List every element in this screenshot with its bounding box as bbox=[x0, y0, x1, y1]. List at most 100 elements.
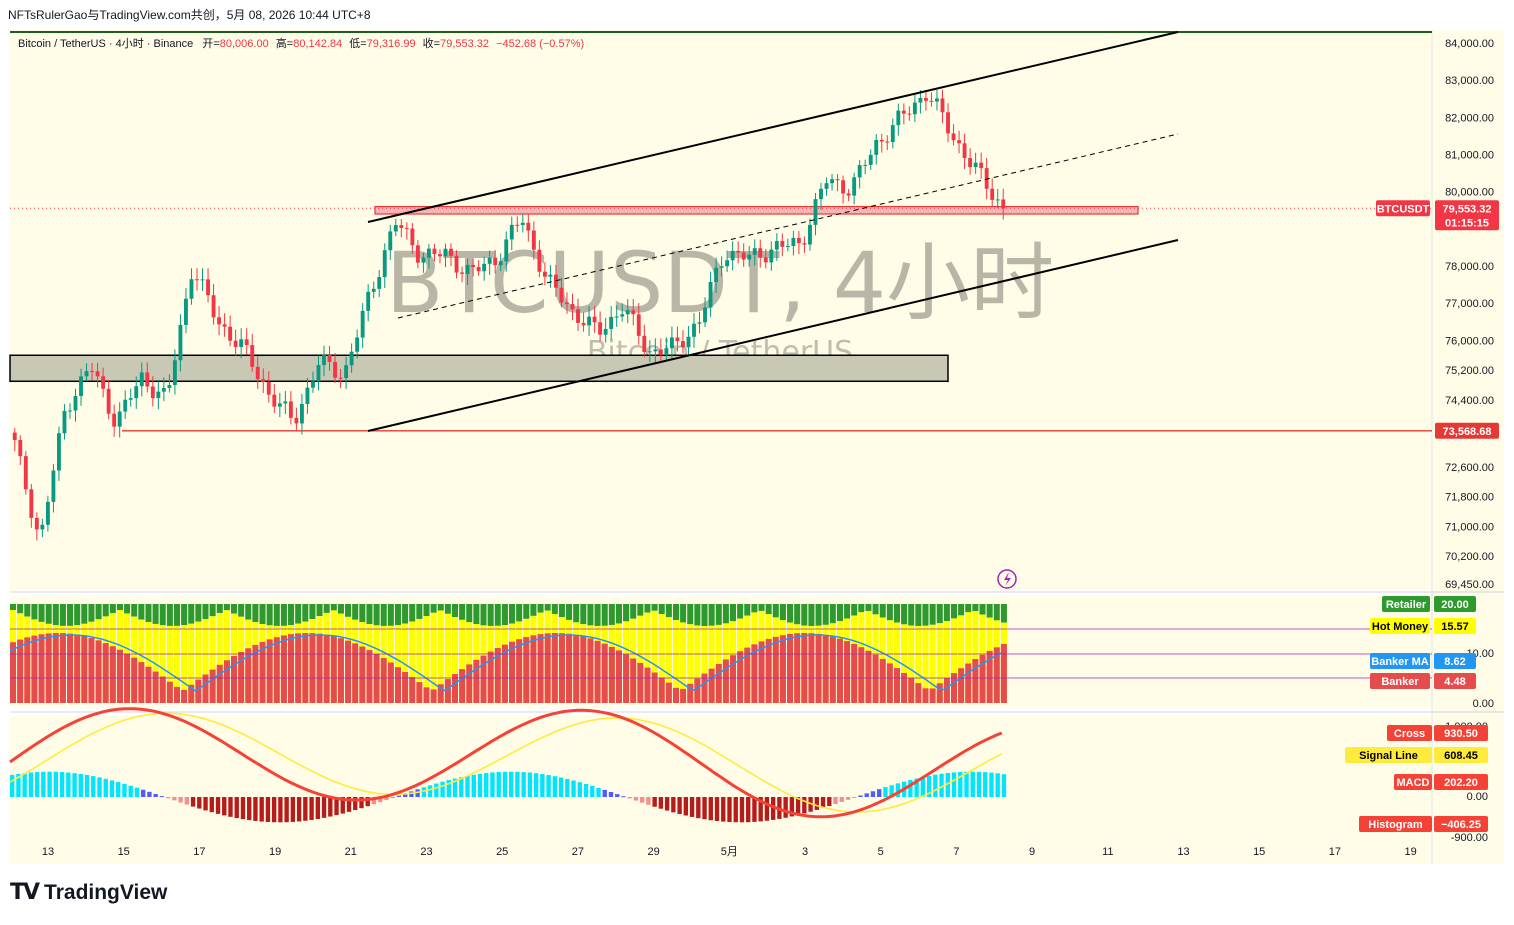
close-value: 79,553.32 bbox=[440, 38, 490, 50]
candle-body bbox=[217, 317, 222, 325]
symbol-legend[interactable]: Bitcoin / TetherUS · 4小时 · Binance 开=80,… bbox=[18, 35, 584, 51]
macd-legend-name-box bbox=[1359, 816, 1432, 832]
banker-bar bbox=[587, 638, 594, 703]
banker-bar bbox=[744, 647, 751, 703]
banker-bar bbox=[558, 633, 565, 703]
candle-body bbox=[139, 372, 144, 387]
macd-histogram-bar bbox=[178, 797, 183, 803]
candle-body bbox=[725, 260, 730, 267]
candle-body bbox=[714, 267, 719, 282]
high-value: 80,142.84 bbox=[293, 38, 343, 50]
retailer-bar bbox=[765, 604, 772, 615]
macd-histogram-bar bbox=[926, 775, 932, 797]
macd-histogram-bar bbox=[409, 791, 414, 797]
candle-body bbox=[294, 417, 299, 424]
macd-legend-name-box bbox=[1345, 747, 1432, 763]
macd-histogram-bar bbox=[465, 775, 470, 797]
x-tick-label: 15 bbox=[118, 846, 130, 858]
candle-body bbox=[609, 316, 614, 329]
macd-histogram-bar bbox=[490, 772, 495, 797]
banker-bar bbox=[993, 647, 1000, 703]
retailer-bar bbox=[637, 604, 644, 616]
candle-body bbox=[923, 97, 928, 101]
retailer-bar bbox=[466, 604, 473, 623]
banker-bar bbox=[494, 647, 501, 703]
retailer-bar bbox=[416, 604, 423, 619]
macd-histogram-bar bbox=[602, 789, 607, 797]
candle-body bbox=[962, 143, 967, 159]
macd-histogram-bar bbox=[714, 797, 720, 821]
time-axis[interactable]: 13 15 17 19 21 23 25 27 29 5月 3 5 7 9 11 13 15 17 19 bbox=[42, 846, 1417, 858]
y-tick-label: 71,800.00 bbox=[1445, 492, 1494, 504]
candle-body bbox=[603, 328, 608, 335]
macd-histogram-bar bbox=[172, 797, 177, 801]
macd-histogram-bar bbox=[153, 793, 158, 797]
banker-bar bbox=[822, 635, 829, 703]
macd-histogram-bar bbox=[440, 781, 445, 797]
banker-bar bbox=[566, 633, 573, 703]
retailer-bar bbox=[124, 604, 131, 614]
retailer-bar bbox=[345, 604, 352, 617]
retailer-bar bbox=[922, 604, 929, 626]
retailer-bar bbox=[630, 604, 637, 619]
hot-money-bar bbox=[893, 622, 901, 703]
banker-bar bbox=[630, 658, 637, 703]
macd-histogram-bar bbox=[964, 771, 969, 797]
tradingview-footer[interactable]: TV TradingView bbox=[10, 880, 167, 905]
hot-money-bar bbox=[173, 625, 181, 703]
macd-histogram-bar bbox=[758, 797, 763, 822]
banker-bar bbox=[936, 683, 943, 703]
candle-body bbox=[322, 355, 326, 366]
macd-histogram-bar bbox=[278, 797, 283, 823]
macd-histogram-bar bbox=[646, 797, 651, 805]
banker-bar bbox=[594, 640, 601, 703]
banker-legend-name: Retailer bbox=[1386, 599, 1427, 611]
banker-bar bbox=[672, 687, 680, 703]
banker-bar bbox=[145, 666, 152, 703]
candle-body bbox=[968, 158, 973, 168]
macd-histogram-bar bbox=[128, 785, 133, 797]
hot-money-bar bbox=[430, 612, 437, 703]
retailer-bar bbox=[116, 604, 123, 611]
candle-body bbox=[449, 248, 453, 256]
banker-bar bbox=[879, 658, 886, 703]
candle-body bbox=[68, 410, 72, 412]
candle-body bbox=[101, 376, 106, 389]
support-price-label-box bbox=[1435, 422, 1499, 439]
banker-bar bbox=[608, 646, 615, 703]
retailer-bar bbox=[295, 604, 302, 624]
banker-bar bbox=[52, 633, 59, 703]
candle-body bbox=[184, 298, 188, 325]
alert-lightning-icon[interactable] bbox=[997, 569, 1017, 589]
candle-body bbox=[813, 199, 818, 225]
price-axis[interactable]: 84,000.00 83,000.00 82,000.00 81,000.00 80,0… bbox=[1445, 38, 1494, 591]
macd-histogram-bar bbox=[808, 797, 813, 812]
countdown-label-box bbox=[1435, 214, 1499, 231]
retailer-bar bbox=[758, 604, 765, 611]
macd-histogram-bar bbox=[933, 774, 938, 797]
banker-bar bbox=[901, 672, 908, 703]
candle-body bbox=[388, 231, 393, 251]
banker-bar bbox=[373, 653, 380, 703]
candle-body bbox=[145, 372, 150, 387]
retailer-bar bbox=[288, 604, 295, 626]
retailer-bar bbox=[665, 604, 672, 618]
macd-histogram-bar bbox=[795, 797, 801, 815]
hot-money-bar bbox=[644, 612, 651, 703]
banker-bar bbox=[665, 682, 672, 703]
banker-bar bbox=[701, 673, 708, 703]
macd-histogram-bar bbox=[945, 772, 950, 797]
banker-bar bbox=[950, 673, 958, 703]
retailer-bar bbox=[74, 604, 81, 626]
candle-body bbox=[835, 179, 840, 181]
banker-bar bbox=[715, 663, 722, 703]
low-value: 79,316.99 bbox=[366, 38, 416, 50]
banker-bar bbox=[223, 660, 230, 703]
retailer-bar bbox=[729, 604, 737, 622]
candle-body bbox=[658, 349, 663, 356]
retailer-bar bbox=[38, 604, 45, 622]
macd-histogram-bar bbox=[533, 773, 539, 797]
macd-histogram-bar bbox=[434, 783, 439, 797]
trendlines-layer[interactable] bbox=[367, 31, 1179, 432]
